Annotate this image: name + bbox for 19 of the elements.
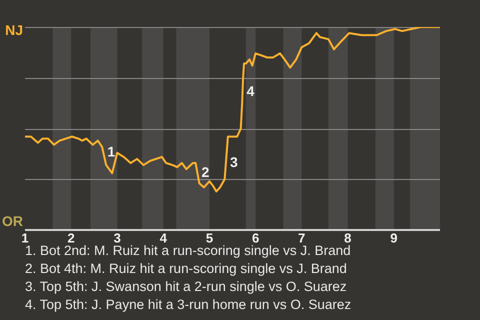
x-tick-label: 8 [344,230,352,246]
x-tick-label: 3 [114,230,121,246]
x-tick-label: 6 [252,230,260,246]
annotation: 2 [201,164,210,180]
x-tick-label: 4 [160,230,168,246]
text: 1. Bot 2nd: M. Ruiz hit a run-scoring single vs J. Brand [25,243,352,260]
text: 2. Bot 4th: M. Ruiz hit a run-scoring single vs J. Brand [25,260,348,278]
x-tick-label: 5 [206,230,214,246]
x-tick-label: 9 [390,230,398,246]
annotation: 3 [230,154,238,170]
x-tick-label: 7 [298,230,306,246]
text: OR [2,212,23,229]
annotation: 4 [246,82,255,99]
x-tick-label: 1 [21,230,29,246]
x-tick-label: 2 [67,230,75,246]
text: 3. Top 5th: J. Swanson hit a 2-run single vs O. Suarez [25,278,348,296]
text: 4. Top 5th: J. Payne hit a 3-run home run vs O. Suarez [25,296,352,314]
annotation: 1 [107,144,116,160]
text: NJ [5,22,23,38]
